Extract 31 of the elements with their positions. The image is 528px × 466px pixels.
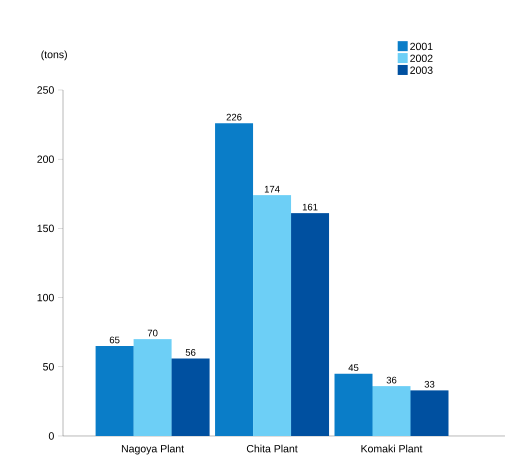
data-label: 45 [348, 364, 358, 372]
data-label: 161 [302, 204, 318, 210]
data-label: 56 [186, 349, 196, 356]
bar [291, 213, 330, 436]
y-tick-label: 100 [38, 294, 54, 302]
x-tick-label: Chita Plant [246, 444, 298, 452]
data-label: 65 [110, 336, 120, 344]
legend-label: 2003 [410, 66, 433, 74]
legend-label: 2001 [410, 42, 433, 50]
legend-label: 2002 [410, 54, 433, 62]
bar [410, 390, 449, 436]
x-tick-label: Komaki Plant [361, 444, 422, 452]
bar [134, 339, 172, 436]
y-tick-label: 50 [43, 363, 54, 371]
bar [172, 358, 210, 436]
bar [372, 386, 411, 436]
y-axis-title: (tons) [41, 50, 67, 60]
y-tick-label: 0 [48, 432, 54, 440]
y-tick-label: 150 [38, 224, 54, 232]
y-tick-label: 200 [37, 155, 54, 163]
data-label: 36 [386, 376, 396, 384]
data-label: 70 [148, 330, 158, 336]
data-label: 33 [424, 380, 434, 388]
y-tick-label: 250 [37, 86, 54, 94]
bar [253, 195, 292, 436]
bar [334, 374, 373, 436]
x-tick-label: Nagoya Plant [122, 444, 184, 454]
data-label: 226 [226, 114, 242, 121]
bar [215, 123, 254, 436]
data-label: 174 [264, 186, 280, 192]
bar [96, 346, 134, 436]
